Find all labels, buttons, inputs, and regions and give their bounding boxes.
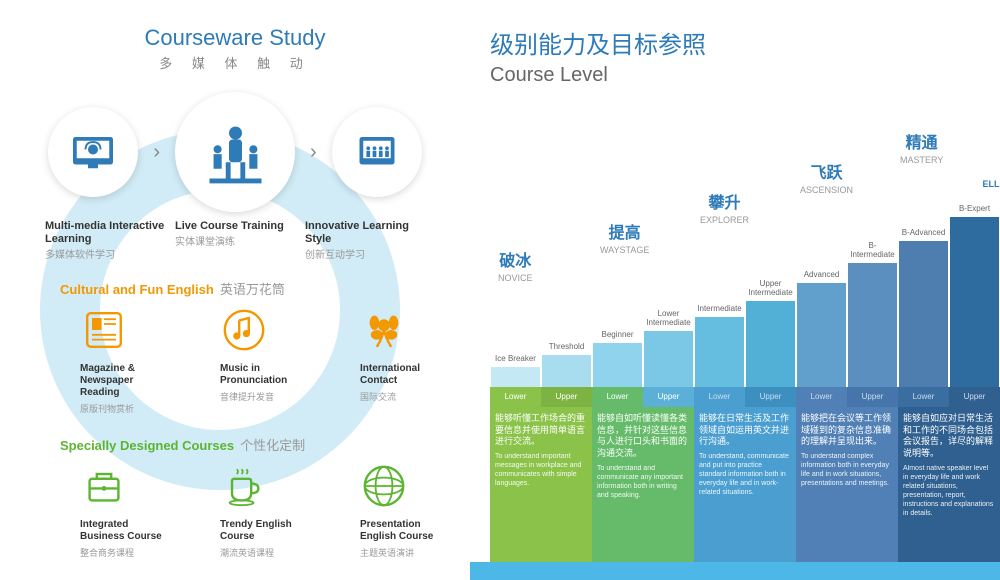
- label-item: Innovative Learning Style创新互动学习: [305, 220, 425, 261]
- bar: Upper Intermediate: [746, 301, 795, 387]
- bar: Lower Intermediate: [644, 331, 693, 387]
- arrow-icon: ›: [153, 141, 160, 164]
- label-item: Live Course Training实体课堂演练: [175, 220, 295, 261]
- special-row: Integrated Business Course整合商务课程 Trendy …: [80, 462, 470, 561]
- title-cn: 多 媒 体 触 动: [0, 53, 470, 72]
- innovative-icon: [332, 107, 422, 197]
- desc-cell: 能够自如应对日常生活和工作的不同场合包括会议报告，详尽的解释说明等。Almost…: [898, 407, 1000, 567]
- trendy-icon: Trendy English Course潮流英语课程: [220, 462, 310, 561]
- band-cell: LowerUpper: [490, 387, 592, 407]
- band-cell: LowerUpper: [694, 387, 796, 407]
- courseware-row: › ›: [0, 92, 470, 212]
- left-title: Courseware Study 多 媒 体 触 动: [0, 25, 470, 72]
- section-cultural: Cultural and Fun English英语万花筒: [60, 279, 470, 298]
- descriptions: 能够听懂工作场合的重要信息并使用简单语言进行交流。To understand i…: [490, 407, 1000, 567]
- bar: B-Advanced: [899, 241, 948, 387]
- magazine-icon: Magazine & Newspaper Reading原版刊物赏析: [80, 306, 170, 417]
- band-cell: LowerUpper: [592, 387, 694, 407]
- desc-cell: 能够自如听懂读懂各类信息，并针对这些信息与人进行口头和书面的沟通交流。To un…: [592, 407, 694, 567]
- band-cell: LowerUpper: [796, 387, 898, 407]
- music-icon: Music in Pronunciation音律提升发音: [220, 306, 310, 417]
- ellis-label: ELLIS: [982, 179, 1000, 189]
- bar: B-Expert: [950, 217, 999, 387]
- title-en: Courseware Study: [0, 25, 470, 51]
- bar: Intermediate: [695, 317, 744, 387]
- business-icon: Integrated Business Course整合商务课程: [80, 462, 170, 561]
- bar: Threshold: [542, 355, 591, 387]
- international-icon: International Contact国际交流: [360, 306, 450, 417]
- multimedia-icon: [48, 107, 138, 197]
- lower-upper-band: LowerUpperLowerUpperLowerUpperLowerUpper…: [490, 387, 1000, 407]
- desc-cell: 能够听懂工作场合的重要信息并使用简单语言进行交流。To understand i…: [490, 407, 592, 567]
- section-special: Specially Designed Courses个性化定制: [60, 435, 470, 454]
- level-chart: 破冰NOVICE提高WAYSTAGE攀升EXPLORER飞跃ASCENSION精…: [490, 107, 1000, 567]
- bar: Ice Breaker: [491, 367, 540, 387]
- right-title-en: Course Level: [490, 64, 1000, 87]
- presentation-icon: Presentation English Course主题英语演讲: [360, 462, 450, 561]
- bars-container: Ice BreakerThresholdBeginnerLower Interm…: [490, 207, 1000, 387]
- stage-label: 飞跃ASCENSION: [800, 159, 853, 195]
- desc-cell: 能够在日常生活及工作领域自如运用英文并进行沟通。To understand, c…: [694, 407, 796, 567]
- arrow-icon: ›: [310, 141, 317, 164]
- row1-labels: Multi-media Interactive Learning多媒体软件学习 …: [0, 220, 470, 261]
- footer-bar: [470, 562, 1000, 580]
- band-cell: LowerUpper: [898, 387, 1000, 407]
- bar: Beginner: [593, 343, 642, 387]
- bar: Advanced: [797, 283, 846, 387]
- live-icon: [175, 92, 295, 212]
- stage-label: 精通MASTERY: [900, 129, 943, 165]
- label-item: Multi-media Interactive Learning多媒体软件学习: [45, 220, 165, 261]
- cultural-row: Magazine & Newspaper Reading原版刊物赏析 Music…: [80, 306, 470, 417]
- desc-cell: 能够把在会议等工作领域碰到的复杂信息准确的理解并呈现出来。To understa…: [796, 407, 898, 567]
- right-title-cn: 级别能力及目标参照: [490, 25, 1000, 60]
- bar: B-Intermediate: [848, 263, 897, 387]
